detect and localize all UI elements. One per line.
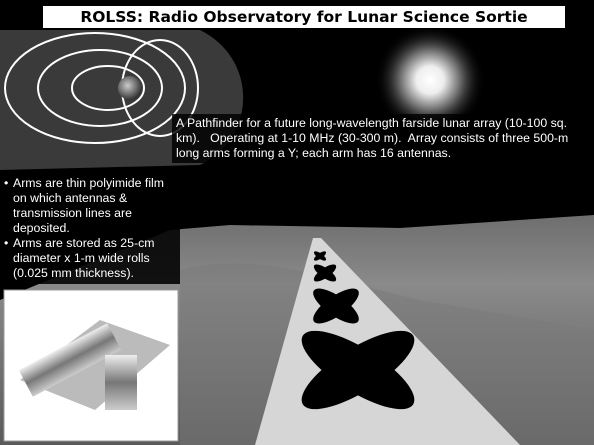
bullet-list: Arms are thin polyimide film on which an…	[0, 173, 180, 284]
page: ROLSS slide {"title": "ROLSS: Radio Obse…	[0, 0, 594, 445]
earth	[118, 76, 142, 100]
bullet: Arms are stored as 25-cm diameter x 1-m …	[4, 236, 176, 281]
bullet: Arms are thin polyimide film on which an…	[4, 176, 176, 236]
description: A Pathfinder for a future long-wavelengt…	[172, 114, 590, 163]
slide-title: ROLSS: Radio Observatory for Lunar Scien…	[42, 5, 566, 29]
film-piece	[105, 355, 137, 410]
slide: ROLSS: Radio Observatory for Lunar Scien…	[0, 0, 594, 445]
body: ROLSS: Radio Observatory for Lunar Scien…	[0, 0, 594, 445]
